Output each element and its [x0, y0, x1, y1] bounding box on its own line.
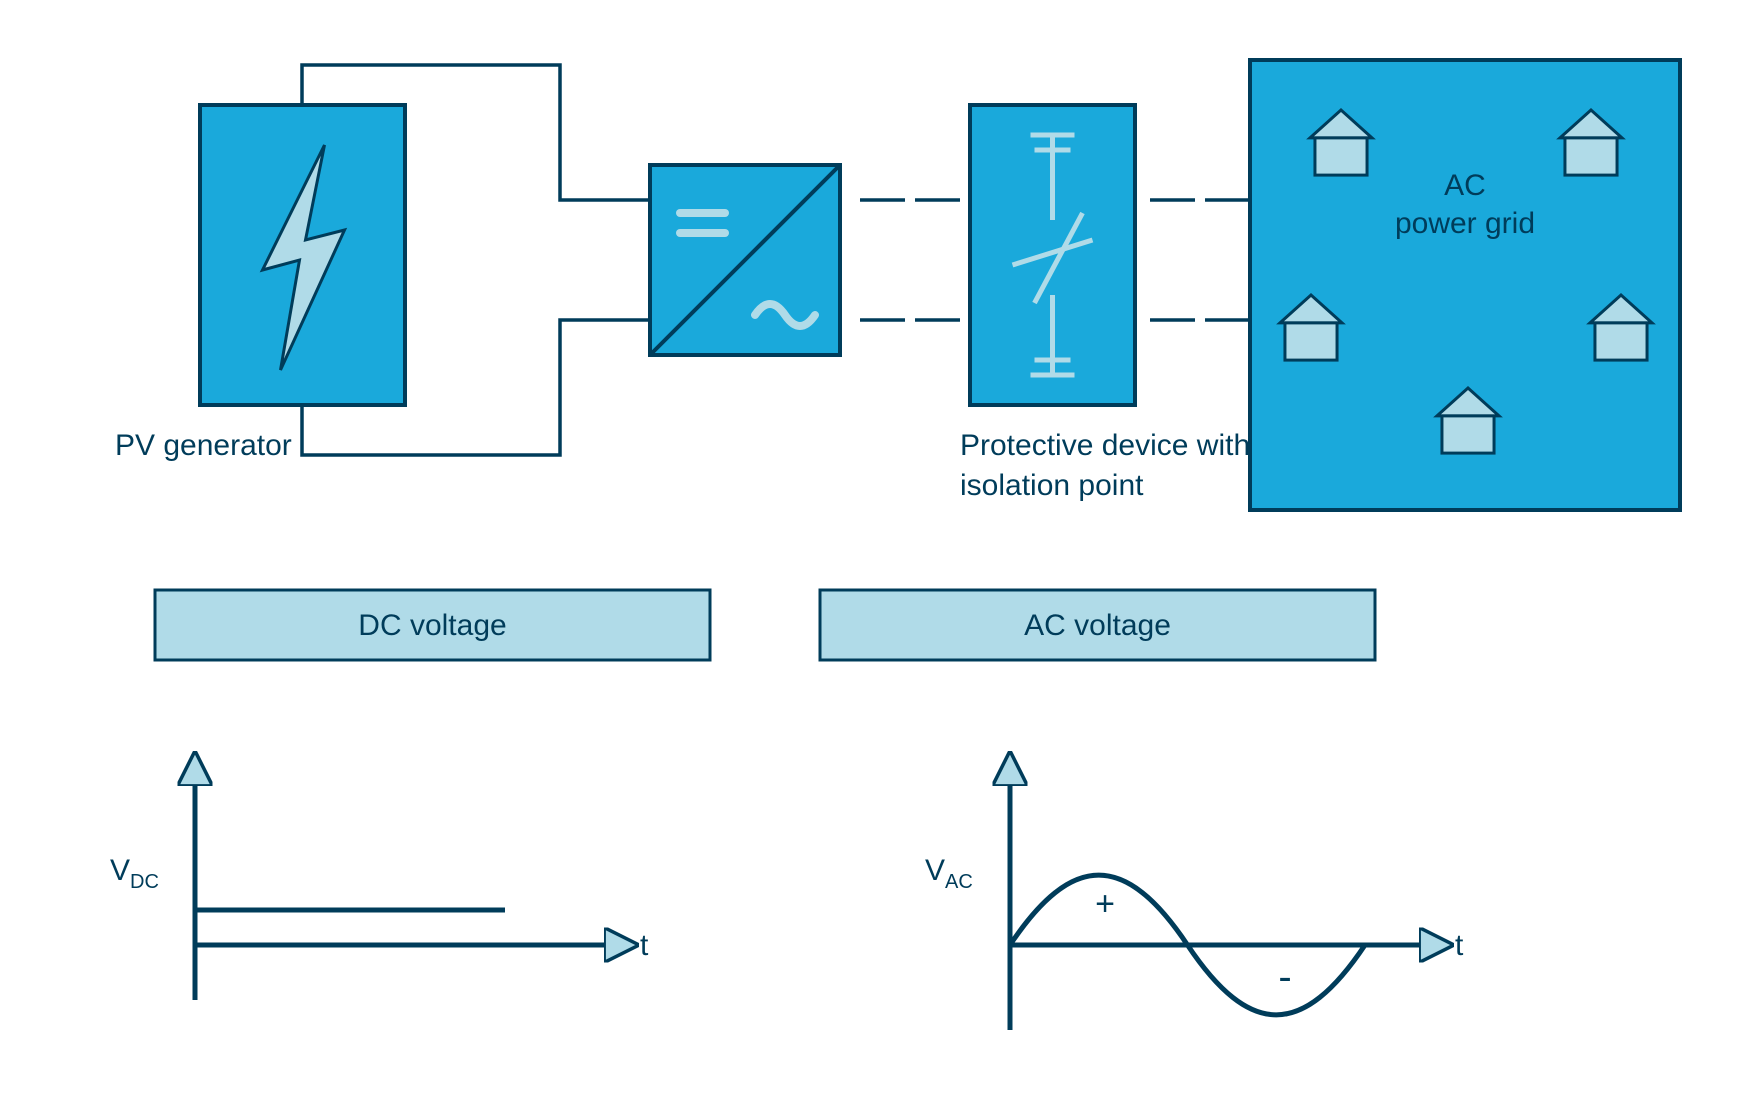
protective-label-2: isolation point: [960, 469, 1144, 502]
ac-minus: -: [1278, 955, 1291, 999]
house-body-3: [1595, 323, 1647, 360]
grid-label-1: AC: [1444, 169, 1486, 202]
pv-generator-label: PV generator: [115, 429, 292, 462]
house-body-1: [1565, 138, 1617, 175]
house-body-0: [1315, 138, 1367, 175]
dc-t-label: t: [640, 929, 649, 962]
ac-t-label: t: [1455, 929, 1464, 962]
house-body-2: [1285, 323, 1337, 360]
dc-voltage-badge-label: DC voltage: [358, 609, 506, 642]
ac-plus: +: [1095, 885, 1115, 923]
ac-voltage-badge-label: AC voltage: [1024, 609, 1171, 642]
ac-v-label: VAC: [925, 854, 973, 893]
dc-v-label: VDC: [110, 854, 159, 893]
protective-label-1: Protective device with: [960, 429, 1250, 462]
house-body-4: [1442, 416, 1494, 453]
grid-label-2: power grid: [1395, 207, 1535, 240]
